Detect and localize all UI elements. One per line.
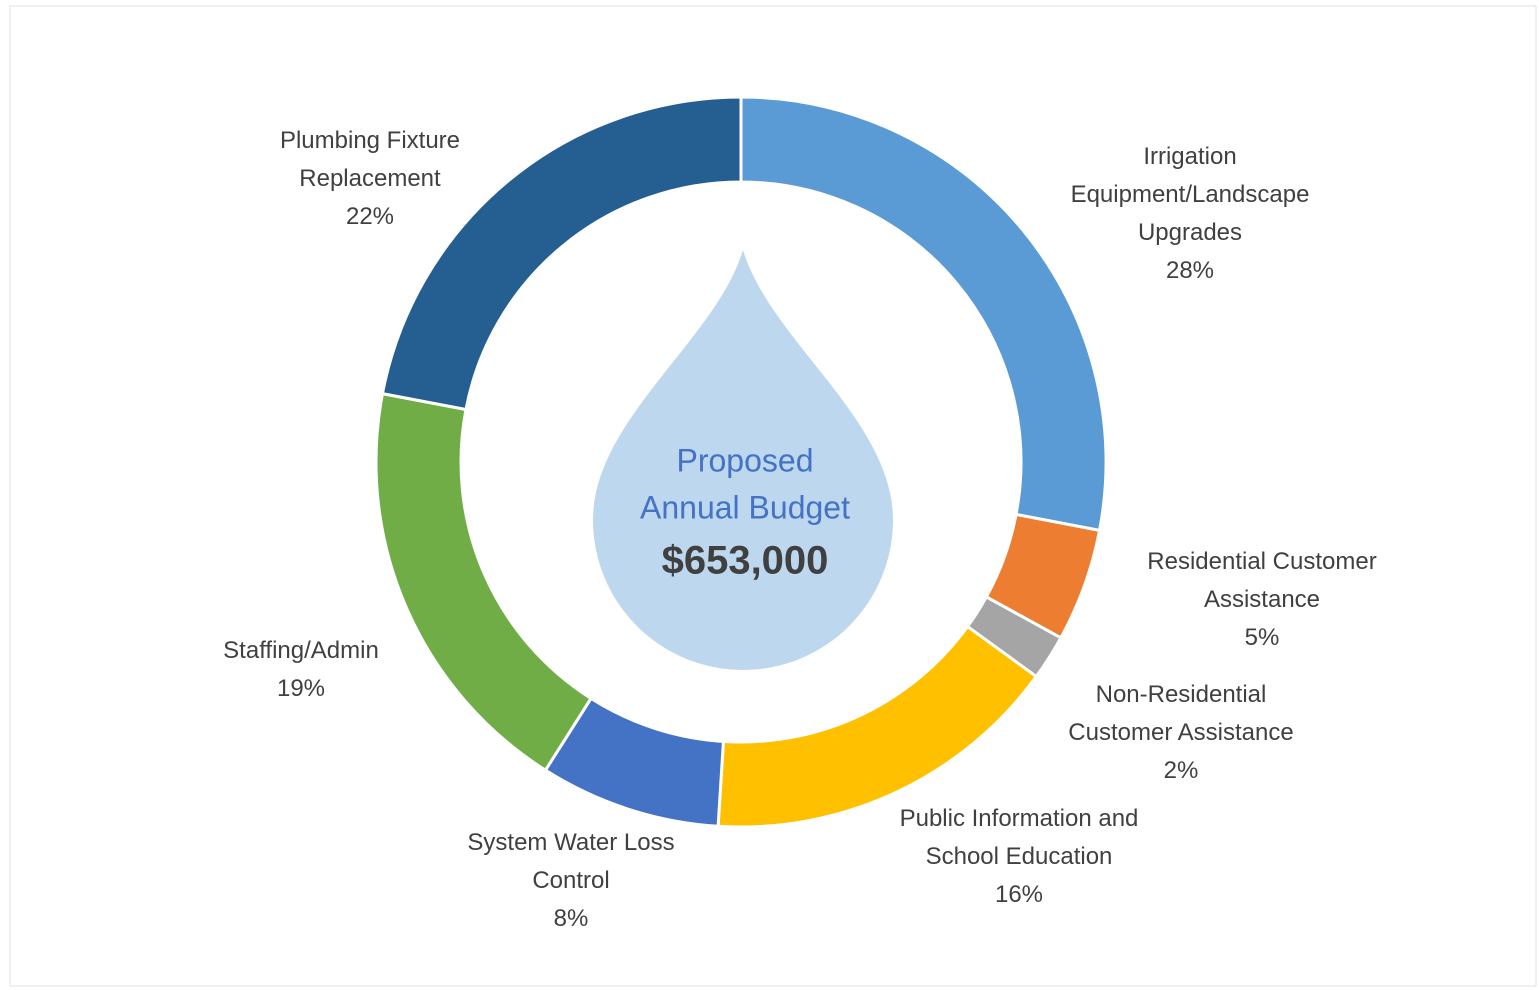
center-text: Annual Budget <box>640 489 850 525</box>
value-label: 8% <box>553 905 589 932</box>
category-label: Plumbing Fixture Replacement <box>279 127 461 192</box>
water-drop <box>593 250 893 670</box>
segment-label: Public Information and School Education 1… <box>900 800 1139 914</box>
donut-segment <box>374 391 594 773</box>
center-value: $653,000 <box>662 539 829 583</box>
category-label: Non-Residential Customer Assistance <box>1068 681 1294 746</box>
donut-segment <box>380 95 743 412</box>
segment-label: Non-Residential Customer Assistance 2% <box>1055 676 1307 790</box>
value-label: 16% <box>994 881 1044 908</box>
segment-label: System Water Loss Control 8% <box>451 824 691 938</box>
segment-label: Irrigation Equipment/Landscape Upgrades 2… <box>1058 138 1322 290</box>
category-label: Staffing/Admin <box>223 637 379 664</box>
value-label: 5% <box>1244 624 1280 651</box>
category-label: Irrigation Equipment/Landscape Upgrades <box>1070 143 1310 246</box>
segment-label: Staffing/Admin 19% <box>181 632 421 708</box>
category-label: Residential Customer Assistance <box>1147 548 1377 613</box>
donut-segment <box>739 95 1108 533</box>
value-label: 22% <box>345 203 395 230</box>
category-label: Public Information and School Education <box>899 805 1139 870</box>
donut <box>374 95 1108 829</box>
segment-label: Residential Customer Assistance 5% <box>1130 543 1394 657</box>
center-text: Proposed <box>677 442 814 478</box>
value-label: 28% <box>1165 257 1215 284</box>
value-label: 2% <box>1163 757 1199 784</box>
category-label: System Water Loss Control <box>467 829 675 894</box>
frame <box>9 5 1537 987</box>
value-label: 19% <box>276 675 326 702</box>
segment-label: Plumbing Fixture Replacement 22% <box>250 122 490 236</box>
